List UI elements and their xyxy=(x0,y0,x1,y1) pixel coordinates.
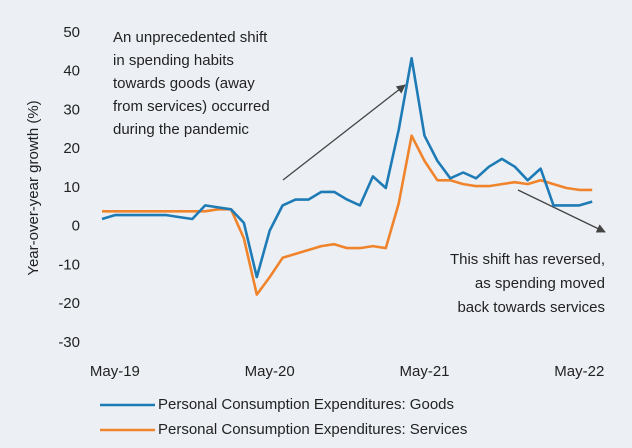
series-line xyxy=(102,134,593,296)
annotation-text: An unprecedented shift xyxy=(113,29,268,46)
y-tick-label: 20 xyxy=(63,140,80,157)
annotation-text: in spending habits xyxy=(113,52,234,69)
annotation-text: back towards services xyxy=(457,299,605,316)
y-tick-label: 10 xyxy=(63,179,80,196)
annotation-arrow xyxy=(517,189,606,233)
y-tick-label: 0 xyxy=(72,218,80,235)
annotation-arrow xyxy=(282,84,406,181)
x-tick-label: May-22 xyxy=(554,363,604,380)
annotation-bg xyxy=(405,247,610,321)
y-tick-label: 30 xyxy=(63,101,80,118)
y-tick-label: -10 xyxy=(58,256,80,273)
x-tick-label: May-21 xyxy=(399,363,449,380)
annotation-text: during the pandemic xyxy=(113,121,249,138)
annotation-text: from services) occurred xyxy=(113,98,270,115)
legend-label: Personal Consumption Expenditures: Servi… xyxy=(158,421,467,438)
y-tick-label: -20 xyxy=(58,295,80,312)
annotation-text: This shift has reversed, xyxy=(450,251,605,268)
x-tick-label: May-19 xyxy=(90,363,140,380)
series-line xyxy=(101,56,593,279)
x-tick-label: May-20 xyxy=(245,363,295,380)
annotation-text: as spending moved xyxy=(475,275,605,292)
y-tick-label: 50 xyxy=(63,24,80,41)
y-tick-label: -30 xyxy=(58,334,80,351)
annotation-text: towards goods (away xyxy=(113,75,255,92)
legend-label: Personal Consumption Expenditures: Goods xyxy=(158,396,454,413)
y-axis-label: Year-over-year growth (%) xyxy=(25,100,42,275)
y-tick-label: 40 xyxy=(63,63,80,80)
